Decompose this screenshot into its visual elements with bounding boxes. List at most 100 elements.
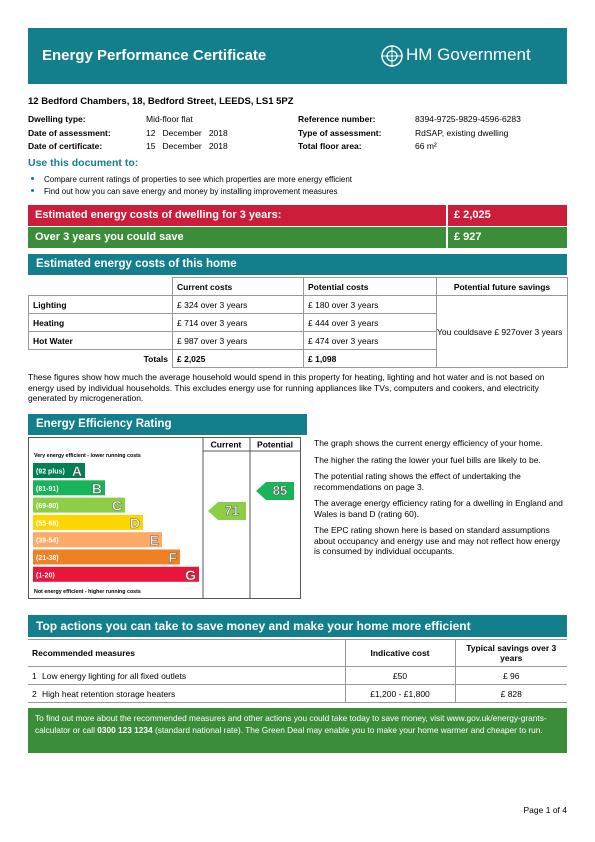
- action-cell: 1 Low energy lighting for all fixed outle…: [28, 666, 346, 685]
- action-cell: 2 High heat retention storage heaters: [28, 684, 346, 703]
- cost-cell: Hot Water: [28, 331, 173, 350]
- action-number: 1: [32, 670, 37, 681]
- totals-row: Totals £ 2,025 £ 1,098: [28, 349, 568, 368]
- cost-cell: £ 714 over 3 years: [172, 313, 304, 332]
- potential-rating: 85: [273, 483, 287, 498]
- cost-cell: Heating: [28, 313, 173, 332]
- band-letter: G: [185, 567, 196, 583]
- title: Energy Performance Certificate: [42, 47, 267, 64]
- cost-cell: £ 180 over 3 years: [303, 295, 437, 314]
- band-letter: F: [168, 550, 177, 566]
- current-rating: 71: [225, 503, 239, 518]
- footer: To find out more about the recommended m…: [28, 708, 567, 753]
- band-letter: A: [72, 463, 82, 479]
- rating-text: The graph shows the current energy effic…: [314, 438, 564, 563]
- summary-label: Estimated energy costs of dwelling for 3…: [28, 205, 446, 226]
- band-range: (55-68): [36, 520, 59, 527]
- costs-note: These figures show how much the average …: [28, 372, 545, 403]
- header-cell: [28, 277, 173, 296]
- savings-text: over 3 years: [515, 326, 563, 337]
- current-arrow: [208, 502, 246, 520]
- summary-value: £ 927: [448, 227, 567, 248]
- band: [33, 480, 105, 496]
- rating-paragraph: The EPC rating shown here is based on st…: [314, 525, 561, 556]
- savings-cell: You couldsave £ 927over 3 years: [436, 295, 568, 368]
- band-range: (92 plus): [36, 469, 65, 476]
- logo-text: HM Government: [406, 45, 531, 64]
- footer-phone: 0300 123 1234: [97, 724, 153, 735]
- detail-value: 15 December 2018: [146, 141, 228, 151]
- cost-cell: £ 474 over 3 years: [303, 331, 437, 350]
- detail-label: Date of certificate:: [28, 141, 103, 151]
- section-header: Energy Efficiency Rating: [28, 414, 307, 435]
- action-saving: £ 96: [454, 666, 567, 685]
- summary-label: Over 3 years you could save: [28, 227, 446, 248]
- potential-arrow: [256, 482, 294, 500]
- action-text: Low energy lighting for all fixed outlet…: [42, 670, 187, 681]
- totals-cell: Totals: [28, 349, 173, 368]
- action-row: 2 High heat retention storage heaters £1,2…: [28, 684, 567, 703]
- cost-row: Lighting £ 324 over 3 years £ 180 over 3 y…: [28, 295, 568, 368]
- use-title: Use this document to:: [28, 157, 139, 169]
- band: [33, 497, 125, 513]
- header-cell: Potential future savings: [436, 277, 568, 296]
- header-row: Recommended measures Indicative cost Typic…: [28, 639, 567, 667]
- detail-label: Dwelling type:: [28, 114, 86, 124]
- band: [33, 566, 199, 582]
- column-label: Potential: [257, 440, 293, 450]
- top-note: Very energy efficient - lower running co…: [34, 453, 141, 459]
- band-range: (21-38): [36, 555, 59, 562]
- page-number: Page 1 of 4: [523, 805, 567, 815]
- band-letter: D: [130, 515, 140, 531]
- use-item: Compare current ratings of properties to…: [44, 175, 353, 184]
- detail-label: Date of assessment:: [28, 127, 111, 138]
- totals-cell: £ 1,098: [303, 349, 437, 368]
- summary-value: £ 2,025: [448, 205, 567, 226]
- detail-label: Total floor area:: [298, 141, 362, 151]
- bullet: [31, 177, 34, 180]
- detail-label: Type of assessment:: [298, 127, 382, 138]
- action-text: High heat retention storage heaters: [42, 688, 176, 699]
- bottom-note: Not energy efficient - higher running co…: [34, 589, 141, 595]
- footer-text: To find out more about the recommended m…: [35, 713, 547, 735]
- column-label: Current: [211, 440, 242, 450]
- band: [33, 514, 143, 530]
- bullet: [31, 189, 34, 192]
- band-range: (69-80): [36, 503, 59, 510]
- header-bar: Energy Performance Certificate HM Govern…: [28, 28, 567, 84]
- costs-table: Current costs Potential costs Potential fu…: [28, 277, 568, 368]
- band: [33, 463, 85, 478]
- band-letter: C: [112, 498, 122, 514]
- totals-cell: £ 2,025: [172, 349, 304, 368]
- cost-row: Hot Water £ 987 over 3 years £ 474 over 3 …: [28, 331, 568, 350]
- band: [33, 532, 162, 548]
- cost-row: Heating £ 714 over 3 years £ 444 over 3 ye…: [28, 313, 568, 332]
- header-cell: Typical savings over 3 years: [454, 639, 567, 667]
- crest: [381, 45, 403, 67]
- header-cell: Potential costs: [303, 277, 437, 296]
- action-number: 2: [32, 688, 37, 699]
- detail-label: Reference number:: [298, 114, 376, 124]
- actions-table: Recommended measures Indicative cost Typic…: [28, 639, 567, 703]
- rating-paragraph: The higher the rating the lower your fue…: [314, 454, 541, 465]
- cost-cell: £ 324 over 3 years: [172, 295, 304, 314]
- detail-value: 66 m²: [415, 141, 437, 151]
- band-range: (1-20): [36, 572, 55, 579]
- detail-value: 8394-9725-9829-4596-6283: [415, 114, 521, 124]
- action-saving: £ 828: [454, 684, 567, 703]
- action-cost: £50: [344, 666, 456, 685]
- section-header: Top actions you can take to save money a…: [28, 615, 567, 637]
- header-cell: Recommended measures: [28, 639, 346, 667]
- savings-text: save £ 927: [474, 326, 516, 337]
- cost-cell: Lighting: [28, 295, 173, 314]
- band-range: (39-54): [36, 538, 59, 545]
- section-header: Estimated energy costs of this home: [28, 254, 567, 275]
- header-cell: Current costs: [172, 277, 304, 296]
- action-cost: £1,200 - £1,800: [344, 684, 456, 703]
- band: [33, 549, 180, 565]
- rating-paragraph: The average energy efficiency rating for…: [314, 498, 563, 519]
- detail-value: Mid-floor flat: [146, 114, 193, 124]
- band-range: (81-91): [36, 486, 59, 493]
- rating-chart: Current Potential Very energy efficient …: [28, 437, 301, 599]
- detail-value: RdSAP, existing dwelling: [415, 127, 509, 138]
